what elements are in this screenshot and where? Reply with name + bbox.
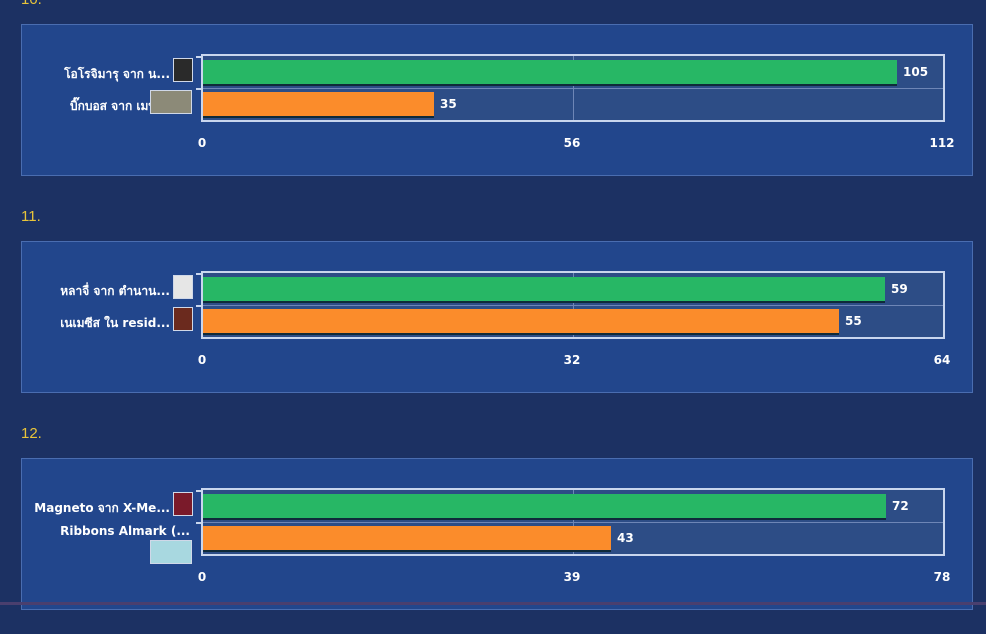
avatar-thumbnail — [150, 90, 192, 114]
row-divider — [203, 305, 943, 306]
category-label: บิ๊กบอส จาก เมทั... — [69, 99, 170, 113]
bar — [203, 494, 886, 518]
bar — [203, 92, 434, 116]
tick-label: 56 — [563, 136, 581, 150]
category-label: โอโรจิมารุ จาก น... — [64, 67, 170, 81]
data-label: 35 — [440, 97, 457, 111]
tick-label: 32 — [563, 353, 581, 367]
data-label: 59 — [891, 282, 908, 296]
avatar-thumbnail — [173, 492, 193, 516]
category-label: หลาจื่ จาก ตำนาน... — [60, 284, 170, 298]
tick-label: 0 — [197, 136, 207, 150]
section-number: 10. — [21, 0, 42, 8]
bar — [203, 309, 839, 333]
avatar-thumbnail — [173, 307, 193, 331]
axis-tick — [196, 490, 201, 492]
plot-area — [201, 271, 945, 339]
data-label: 105 — [903, 65, 929, 79]
data-label: 43 — [617, 531, 634, 545]
tick-label: 39 — [563, 570, 581, 584]
bar — [203, 526, 611, 550]
axis-tick — [196, 522, 201, 524]
axis-tick — [196, 88, 201, 90]
avatar-thumbnail — [173, 275, 193, 299]
bar — [203, 277, 885, 301]
bar — [203, 60, 897, 84]
data-label: 72 — [892, 499, 909, 513]
plot-area — [201, 54, 945, 122]
tick-label: 112 — [929, 136, 955, 150]
category-label: Magneto จาก X-Me... — [34, 501, 170, 515]
bottom-strip — [0, 602, 986, 605]
plot-area — [201, 488, 945, 556]
poll-section: 12. 72 Magneto จาก X-Me... 43 Ribbons Almark… — [0, 425, 986, 634]
tick-label: 64 — [933, 353, 951, 367]
row-divider — [203, 522, 943, 523]
avatar-thumbnail — [150, 540, 192, 564]
axis-tick — [196, 305, 201, 307]
poll-section: 10. 105 โอโรจิมารุ จาก น... 35 บิ๊กบอส จาก เ… — [0, 0, 986, 200]
section-number: 12. — [21, 425, 42, 442]
poll-section: 11. 59 หลาจื่ จาก ตำนาน... 55 เนเมซีส ใน res… — [0, 208, 986, 417]
category-label: Ribbons Almark (... — [60, 524, 190, 538]
section-number: 11. — [21, 208, 41, 225]
axis-tick — [196, 273, 201, 275]
category-label: เนเมซีส ใน resid... — [60, 316, 170, 330]
axis-tick — [196, 56, 201, 58]
tick-label: 0 — [197, 570, 207, 584]
row-divider — [203, 88, 943, 89]
tick-label: 0 — [197, 353, 207, 367]
data-label: 55 — [845, 314, 862, 328]
avatar-thumbnail — [173, 58, 193, 82]
tick-label: 78 — [933, 570, 951, 584]
